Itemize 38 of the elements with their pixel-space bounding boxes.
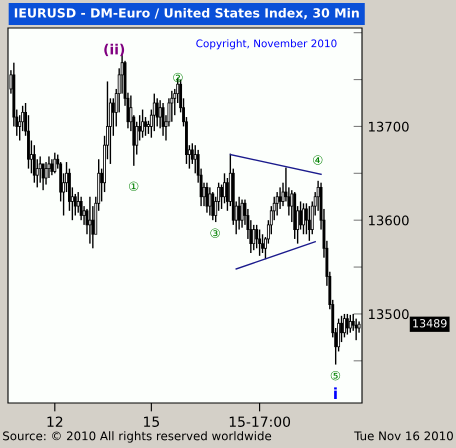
text: 13489 (413, 319, 447, 328)
annotation: ① (128, 182, 138, 191)
chart-title: IEURUSD - DM-Euro / United States Index, 30 Min (14, 8, 359, 20)
source-note: Source: © 2010 All rights reserved worldwide (3, 431, 272, 443)
candlestick (240, 198, 244, 228)
x-tick-label: 15 (144, 416, 159, 427)
candlestick (208, 186, 212, 216)
y-tick-label: 13700 (369, 122, 409, 132)
candlestick (206, 182, 208, 214)
candlestick (32, 144, 36, 184)
candlestick (170, 90, 174, 122)
y-tick-label: 13600 (369, 215, 409, 226)
candlestick (53, 152, 56, 174)
annotation: i (334, 387, 337, 399)
candlestick (346, 313, 349, 336)
candlestick (276, 191, 279, 216)
x-tick-label: 12 (48, 416, 62, 427)
annotation: ④ (313, 155, 322, 165)
candlestick (343, 313, 346, 338)
candlestick (141, 108, 144, 138)
annotation: ② (173, 72, 183, 82)
candlestick (308, 205, 311, 242)
x-tick-label: 15-17:00 (230, 416, 290, 427)
candlestick (238, 196, 241, 230)
annotation: ⑤ (330, 370, 340, 380)
candlestick (348, 314, 352, 334)
candlestick (162, 102, 164, 137)
annotation: ③ (210, 228, 220, 238)
annotation: Copyright, November 2010 (196, 39, 337, 50)
text: Tue Nov 16 2010 (354, 431, 453, 440)
candlestick (80, 196, 83, 221)
candlestick (354, 318, 358, 341)
y-tick-label: 13500 (369, 309, 409, 320)
candlestick (261, 234, 264, 254)
candlestick (302, 202, 305, 235)
candlestick (88, 196, 92, 244)
annotation: (ii) (104, 44, 124, 56)
candlestick (258, 228, 262, 257)
